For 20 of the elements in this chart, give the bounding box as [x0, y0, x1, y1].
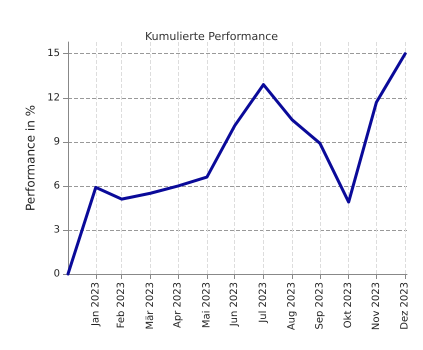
- x-tick-label: Jul 2023: [258, 282, 269, 324]
- y-tick-label: 0: [54, 268, 60, 280]
- x-tick-label: Mär 2023: [144, 282, 156, 330]
- x-tick-label: Jun 2023: [229, 282, 240, 328]
- y-tick-label: 15: [47, 48, 60, 60]
- chart-title: Kumulierte Performance: [144, 30, 278, 43]
- x-tick-label: Jan 2023: [90, 282, 102, 328]
- y-tick-label: 9: [54, 136, 60, 148]
- x-tick-label: Apr 2023: [172, 282, 184, 328]
- x-tick-label: Feb 2023: [116, 282, 128, 328]
- y-axis-title: Performance in %: [23, 104, 38, 212]
- y-tick-label: 12: [47, 92, 60, 104]
- x-tick-label: Mai 2023: [201, 282, 212, 328]
- x-tick-label: Sep 2023: [314, 282, 326, 330]
- x-tick-label: Dez 2023: [400, 282, 411, 330]
- x-tick-label: Nov 2023: [370, 282, 382, 330]
- y-tick-label: 3: [54, 224, 60, 236]
- y-tick-label: 6: [54, 180, 60, 192]
- x-tick-label: Okt 2023: [343, 282, 354, 328]
- x-tick-label: Aug 2023: [286, 282, 298, 330]
